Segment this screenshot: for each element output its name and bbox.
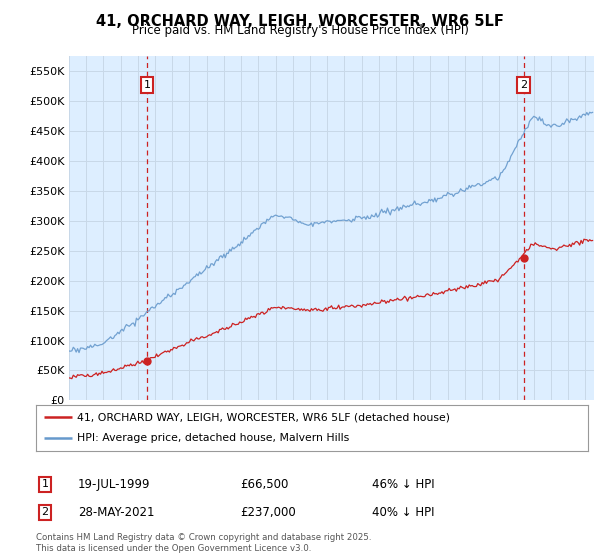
- Text: 1: 1: [143, 80, 151, 90]
- Text: 2: 2: [520, 80, 527, 90]
- Text: £237,000: £237,000: [240, 506, 296, 519]
- Text: 28-MAY-2021: 28-MAY-2021: [78, 506, 155, 519]
- Text: £66,500: £66,500: [240, 478, 289, 491]
- Text: Contains HM Land Registry data © Crown copyright and database right 2025.
This d: Contains HM Land Registry data © Crown c…: [36, 533, 371, 553]
- Text: 46% ↓ HPI: 46% ↓ HPI: [372, 478, 434, 491]
- Text: 2: 2: [41, 507, 49, 517]
- Text: 41, ORCHARD WAY, LEIGH, WORCESTER, WR6 5LF: 41, ORCHARD WAY, LEIGH, WORCESTER, WR6 5…: [96, 14, 504, 29]
- Text: 1: 1: [41, 479, 49, 489]
- Text: 41, ORCHARD WAY, LEIGH, WORCESTER, WR6 5LF (detached house): 41, ORCHARD WAY, LEIGH, WORCESTER, WR6 5…: [77, 412, 451, 422]
- Text: Price paid vs. HM Land Registry's House Price Index (HPI): Price paid vs. HM Land Registry's House …: [131, 24, 469, 37]
- Text: 19-JUL-1999: 19-JUL-1999: [78, 478, 151, 491]
- Text: HPI: Average price, detached house, Malvern Hills: HPI: Average price, detached house, Malv…: [77, 433, 350, 444]
- Text: 40% ↓ HPI: 40% ↓ HPI: [372, 506, 434, 519]
